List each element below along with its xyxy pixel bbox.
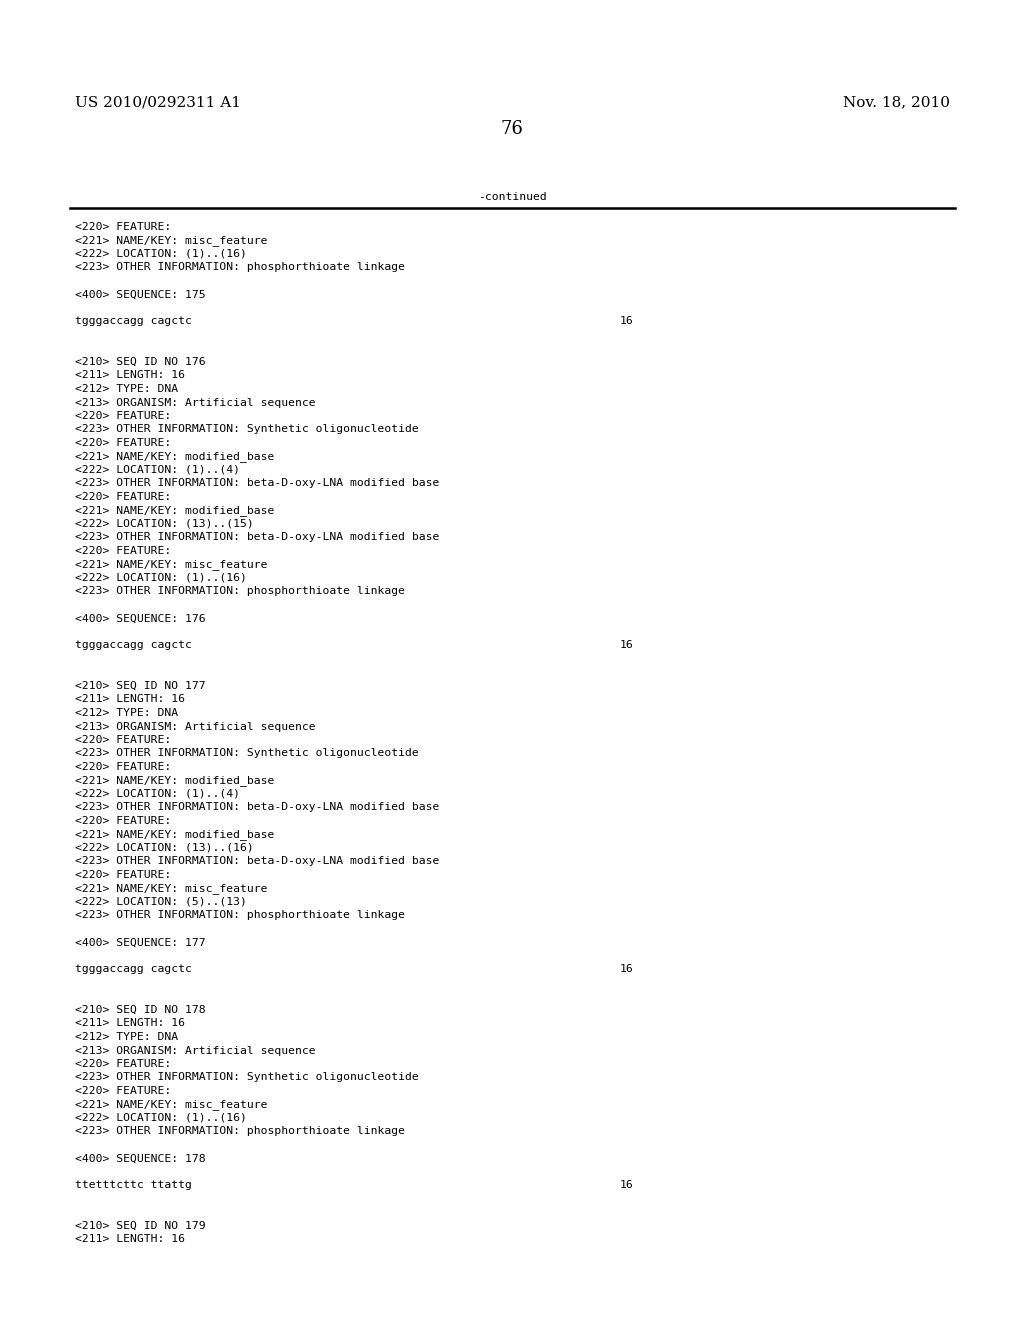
Text: <220> FEATURE:: <220> FEATURE: <box>75 735 171 744</box>
Text: <212> TYPE: DNA: <212> TYPE: DNA <box>75 384 178 393</box>
Text: 16: 16 <box>620 1180 634 1191</box>
Text: <223> OTHER INFORMATION: phosphorthioate linkage: <223> OTHER INFORMATION: phosphorthioate… <box>75 586 406 597</box>
Text: <220> FEATURE:: <220> FEATURE: <box>75 762 171 772</box>
Text: <222> LOCATION: (13)..(15): <222> LOCATION: (13)..(15) <box>75 519 254 529</box>
Text: <211> LENGTH: 16: <211> LENGTH: 16 <box>75 371 185 380</box>
Text: <223> OTHER INFORMATION: beta-D-oxy-LNA modified base: <223> OTHER INFORMATION: beta-D-oxy-LNA … <box>75 532 439 543</box>
Text: <223> OTHER INFORMATION: phosphorthioate linkage: <223> OTHER INFORMATION: phosphorthioate… <box>75 911 406 920</box>
Text: <220> FEATURE:: <220> FEATURE: <box>75 222 171 232</box>
Text: tgggaccagg cagctc: tgggaccagg cagctc <box>75 640 191 651</box>
Text: 16: 16 <box>620 317 634 326</box>
Text: <221> NAME/KEY: misc_feature: <221> NAME/KEY: misc_feature <box>75 235 267 247</box>
Text: <221> NAME/KEY: modified_base: <221> NAME/KEY: modified_base <box>75 829 274 841</box>
Text: <400> SEQUENCE: 178: <400> SEQUENCE: 178 <box>75 1154 206 1163</box>
Text: <221> NAME/KEY: modified_base: <221> NAME/KEY: modified_base <box>75 451 274 462</box>
Text: ttetttcttc ttattg: ttetttcttc ttattg <box>75 1180 191 1191</box>
Text: <210> SEQ ID NO 176: <210> SEQ ID NO 176 <box>75 356 206 367</box>
Text: <212> TYPE: DNA: <212> TYPE: DNA <box>75 1032 178 1041</box>
Text: <223> OTHER INFORMATION: beta-D-oxy-LNA modified base: <223> OTHER INFORMATION: beta-D-oxy-LNA … <box>75 479 439 488</box>
Text: <211> LENGTH: 16: <211> LENGTH: 16 <box>75 1234 185 1245</box>
Text: <220> FEATURE:: <220> FEATURE: <box>75 816 171 826</box>
Text: <220> FEATURE:: <220> FEATURE: <box>75 1086 171 1096</box>
Text: tgggaccagg cagctc: tgggaccagg cagctc <box>75 965 191 974</box>
Text: <220> FEATURE:: <220> FEATURE: <box>75 870 171 880</box>
Text: <220> FEATURE:: <220> FEATURE: <box>75 438 171 447</box>
Text: <211> LENGTH: 16: <211> LENGTH: 16 <box>75 694 185 705</box>
Text: <213> ORGANISM: Artificial sequence: <213> ORGANISM: Artificial sequence <box>75 397 315 408</box>
Text: <222> LOCATION: (5)..(13): <222> LOCATION: (5)..(13) <box>75 898 247 907</box>
Text: <210> SEQ ID NO 178: <210> SEQ ID NO 178 <box>75 1005 206 1015</box>
Text: <220> FEATURE:: <220> FEATURE: <box>75 411 171 421</box>
Text: <221> NAME/KEY: misc_feature: <221> NAME/KEY: misc_feature <box>75 883 267 895</box>
Text: 16: 16 <box>620 640 634 651</box>
Text: <220> FEATURE:: <220> FEATURE: <box>75 546 171 556</box>
Text: <222> LOCATION: (13)..(16): <222> LOCATION: (13)..(16) <box>75 843 254 853</box>
Text: tgggaccagg cagctc: tgggaccagg cagctc <box>75 317 191 326</box>
Text: <222> LOCATION: (1)..(16): <222> LOCATION: (1)..(16) <box>75 1113 247 1123</box>
Text: 16: 16 <box>620 965 634 974</box>
Text: <222> LOCATION: (1)..(16): <222> LOCATION: (1)..(16) <box>75 573 247 583</box>
Text: <223> OTHER INFORMATION: Synthetic oligonucleotide: <223> OTHER INFORMATION: Synthetic oligo… <box>75 1072 419 1082</box>
Text: <222> LOCATION: (1)..(4): <222> LOCATION: (1)..(4) <box>75 465 240 475</box>
Text: <221> NAME/KEY: misc_feature: <221> NAME/KEY: misc_feature <box>75 560 267 570</box>
Text: <400> SEQUENCE: 176: <400> SEQUENCE: 176 <box>75 614 206 623</box>
Text: <221> NAME/KEY: modified_base: <221> NAME/KEY: modified_base <box>75 506 274 516</box>
Text: <400> SEQUENCE: 177: <400> SEQUENCE: 177 <box>75 937 206 948</box>
Text: <211> LENGTH: 16: <211> LENGTH: 16 <box>75 1019 185 1028</box>
Text: 76: 76 <box>501 120 523 139</box>
Text: <210> SEQ ID NO 179: <210> SEQ ID NO 179 <box>75 1221 206 1232</box>
Text: US 2010/0292311 A1: US 2010/0292311 A1 <box>75 95 241 110</box>
Text: -continued: -continued <box>477 191 547 202</box>
Text: Nov. 18, 2010: Nov. 18, 2010 <box>843 95 950 110</box>
Text: <212> TYPE: DNA: <212> TYPE: DNA <box>75 708 178 718</box>
Text: <221> NAME/KEY: misc_feature: <221> NAME/KEY: misc_feature <box>75 1100 267 1110</box>
Text: <213> ORGANISM: Artificial sequence: <213> ORGANISM: Artificial sequence <box>75 722 315 731</box>
Text: <220> FEATURE:: <220> FEATURE: <box>75 1059 171 1069</box>
Text: <223> OTHER INFORMATION: Synthetic oligonucleotide: <223> OTHER INFORMATION: Synthetic oligo… <box>75 748 419 759</box>
Text: <210> SEQ ID NO 177: <210> SEQ ID NO 177 <box>75 681 206 690</box>
Text: <223> OTHER INFORMATION: beta-D-oxy-LNA modified base: <223> OTHER INFORMATION: beta-D-oxy-LNA … <box>75 857 439 866</box>
Text: <222> LOCATION: (1)..(4): <222> LOCATION: (1)..(4) <box>75 789 240 799</box>
Text: <223> OTHER INFORMATION: phosphorthioate linkage: <223> OTHER INFORMATION: phosphorthioate… <box>75 263 406 272</box>
Text: <221> NAME/KEY: modified_base: <221> NAME/KEY: modified_base <box>75 776 274 787</box>
Text: <223> OTHER INFORMATION: Synthetic oligonucleotide: <223> OTHER INFORMATION: Synthetic oligo… <box>75 425 419 434</box>
Text: <223> OTHER INFORMATION: phosphorthioate linkage: <223> OTHER INFORMATION: phosphorthioate… <box>75 1126 406 1137</box>
Text: <400> SEQUENCE: 175: <400> SEQUENCE: 175 <box>75 289 206 300</box>
Text: <213> ORGANISM: Artificial sequence: <213> ORGANISM: Artificial sequence <box>75 1045 315 1056</box>
Text: <222> LOCATION: (1)..(16): <222> LOCATION: (1)..(16) <box>75 249 247 259</box>
Text: <220> FEATURE:: <220> FEATURE: <box>75 492 171 502</box>
Text: <223> OTHER INFORMATION: beta-D-oxy-LNA modified base: <223> OTHER INFORMATION: beta-D-oxy-LNA … <box>75 803 439 813</box>
